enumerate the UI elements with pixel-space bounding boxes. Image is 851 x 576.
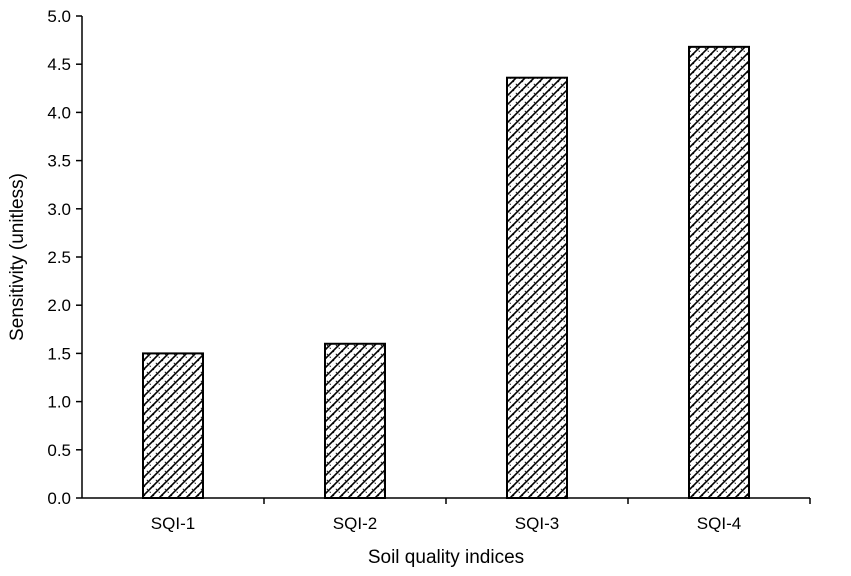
y-tick-label: 1.5 bbox=[47, 344, 71, 363]
y-tick-label: 3.0 bbox=[47, 200, 71, 219]
bar-sqi-1 bbox=[142, 352, 204, 499]
y-tick-label: 2.5 bbox=[47, 248, 71, 267]
x-tick-label: SQI-2 bbox=[333, 514, 377, 533]
y-tick-label: 0.0 bbox=[47, 489, 71, 508]
x-tick-label: SQI-1 bbox=[151, 514, 195, 533]
y-tick-label: 4.0 bbox=[47, 103, 71, 122]
y-axis-ticks: 0.0 0.5 1.0 1.5 2.0 2.5 3.0 3.5 4.0 4.5 5.0 bbox=[47, 7, 82, 508]
y-tick-label: 5.0 bbox=[47, 7, 71, 26]
x-tick-label: SQI-3 bbox=[515, 514, 559, 533]
bar-sqi-2 bbox=[324, 342, 386, 500]
y-tick-label: 4.5 bbox=[47, 55, 71, 74]
x-axis-ticks: SQI-1 SQI-2 SQI-3 SQI-4 bbox=[151, 498, 811, 533]
bar-sqi-3 bbox=[506, 76, 568, 499]
y-tick-label: 0.5 bbox=[47, 441, 71, 460]
x-tick-label: SQI-4 bbox=[697, 514, 741, 533]
y-tick-label: 1.0 bbox=[47, 393, 71, 412]
y-axis-title: Sensitivity (unitless) bbox=[7, 173, 28, 341]
x-axis-title: Soil quality indices bbox=[368, 547, 524, 568]
y-tick-label: 3.5 bbox=[47, 152, 71, 171]
bars-group bbox=[142, 45, 750, 500]
bar-sqi-4 bbox=[688, 45, 750, 500]
y-tick-label: 2.0 bbox=[47, 296, 71, 315]
